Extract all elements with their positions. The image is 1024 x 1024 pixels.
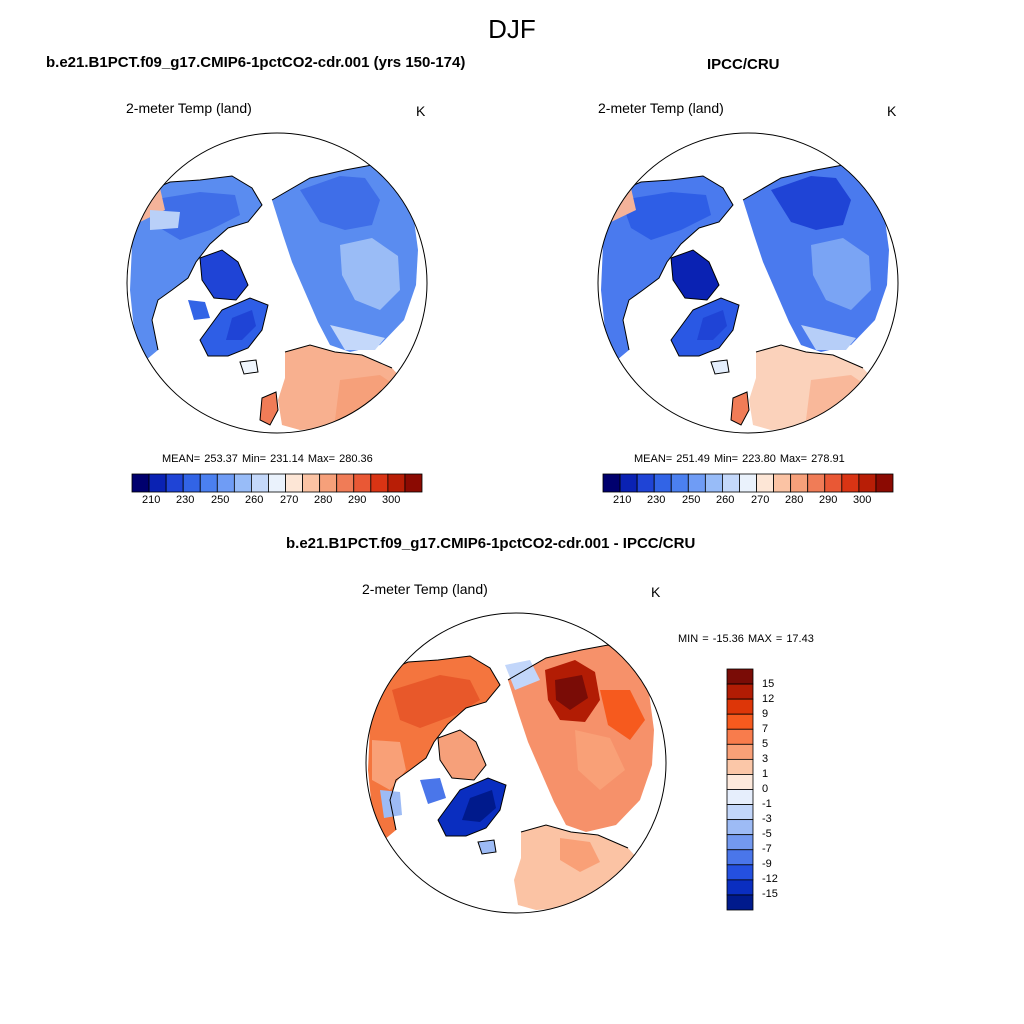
colorbar-tick-label: -15	[762, 888, 778, 900]
model-variable-label: 2-meter Temp (land)	[126, 100, 252, 116]
diff-colorbar-ticks: 15 12 9 7 5 3 1 0 -1 -3 -5 -7 -9 -12 -15	[760, 669, 800, 910]
colorbar-tick-label: 210	[142, 494, 161, 506]
colorbar-swatch	[726, 834, 754, 851]
colorbar-tick-label: 250	[211, 494, 230, 506]
colorbar-tick-label: 280	[785, 494, 804, 506]
colorbar-tick-label: 230	[176, 494, 195, 506]
colorbar-tick-label: 270	[751, 494, 770, 506]
colorbar-swatch	[726, 879, 754, 896]
colorbar-tick-label: 280	[314, 494, 333, 506]
colorbar-swatch	[726, 864, 754, 881]
colorbar-tick-label: 1	[762, 768, 769, 780]
colorbar-swatch	[726, 849, 754, 866]
obs-units-label: K	[887, 103, 897, 119]
colorbar-tick-label: 7	[762, 723, 769, 735]
model-panel-title: b.e21.B1PCT.f09_g17.CMIP6-1pctCO2-cdr.00…	[46, 54, 466, 71]
colorbar-swatch	[726, 789, 754, 805]
colorbar-tick-label: 260	[245, 494, 264, 506]
colorbar-tick-label: 270	[280, 494, 299, 506]
colorbar-swatch	[726, 668, 754, 685]
colorbar-tick-label: 15	[762, 678, 775, 690]
obs-colorbar-ticks: 210 230 250 260 270 280 290 300	[603, 494, 893, 510]
colorbar-swatch	[726, 743, 754, 760]
diff-variable-label: 2-meter Temp (land)	[362, 581, 488, 597]
model-units-label: K	[416, 103, 426, 119]
colorbar-tick-label: 290	[819, 494, 838, 506]
colorbar-swatch	[726, 819, 754, 836]
model-colorbar	[131, 473, 423, 493]
colorbar-tick-label: 230	[647, 494, 666, 506]
colorbar-tick-label: -1	[762, 798, 772, 810]
colorbar-swatch	[726, 894, 754, 911]
diff-stats: MIN = -15.36 MAX = 17.43	[678, 633, 814, 645]
colorbar-tick-label: -9	[762, 858, 772, 870]
model-stats: MEAN= 253.37 Min= 231.14 Max= 280.36	[162, 453, 373, 465]
colorbar-tick-label: -7	[762, 843, 772, 855]
colorbar-tick-label: 9	[762, 708, 769, 720]
colorbar-tick-label: -5	[762, 828, 772, 840]
colorbar-swatch	[875, 473, 894, 493]
colorbar-tick-label: 0	[762, 783, 769, 795]
colorbar-tick-label: 300	[382, 494, 401, 506]
colorbar-tick-label: -12	[762, 873, 778, 885]
model-colorbar-ticks: 210 230 250 260 270 280 290 300	[132, 494, 422, 510]
colorbar-swatch	[726, 713, 754, 730]
colorbar-swatch	[726, 804, 754, 821]
colorbar-tick-label: 3	[762, 753, 769, 765]
colorbar-tick-label: 260	[716, 494, 735, 506]
obs-panel-title: IPCC/CRU	[707, 56, 780, 73]
colorbar-tick-label: 210	[613, 494, 632, 506]
colorbar-tick-label: 12	[762, 693, 775, 705]
colorbar-tick-label: 300	[853, 494, 872, 506]
diff-colorbar	[726, 668, 754, 911]
colorbar-swatch	[726, 698, 754, 715]
colorbar-swatch	[404, 473, 423, 493]
figure-title: DJF	[488, 14, 536, 44]
colorbar-tick-label: -3	[762, 813, 772, 825]
colorbar-tick-label: 290	[348, 494, 367, 506]
diff-panel-title: b.e21.B1PCT.f09_g17.CMIP6-1pctCO2-cdr.00…	[286, 535, 696, 552]
obs-colorbar	[602, 473, 894, 493]
obs-stats: MEAN= 251.49 Min= 223.80 Max= 278.91	[634, 453, 845, 465]
colorbar-tick-label: 5	[762, 738, 769, 750]
obs-variable-label: 2-meter Temp (land)	[598, 100, 724, 116]
colorbar-swatch	[726, 683, 754, 700]
diff-units-label: K	[651, 584, 661, 600]
colorbar-tick-label: 250	[682, 494, 701, 506]
colorbar-swatch	[726, 758, 754, 775]
colorbar-swatch	[726, 774, 754, 790]
colorbar-swatch	[726, 728, 754, 745]
